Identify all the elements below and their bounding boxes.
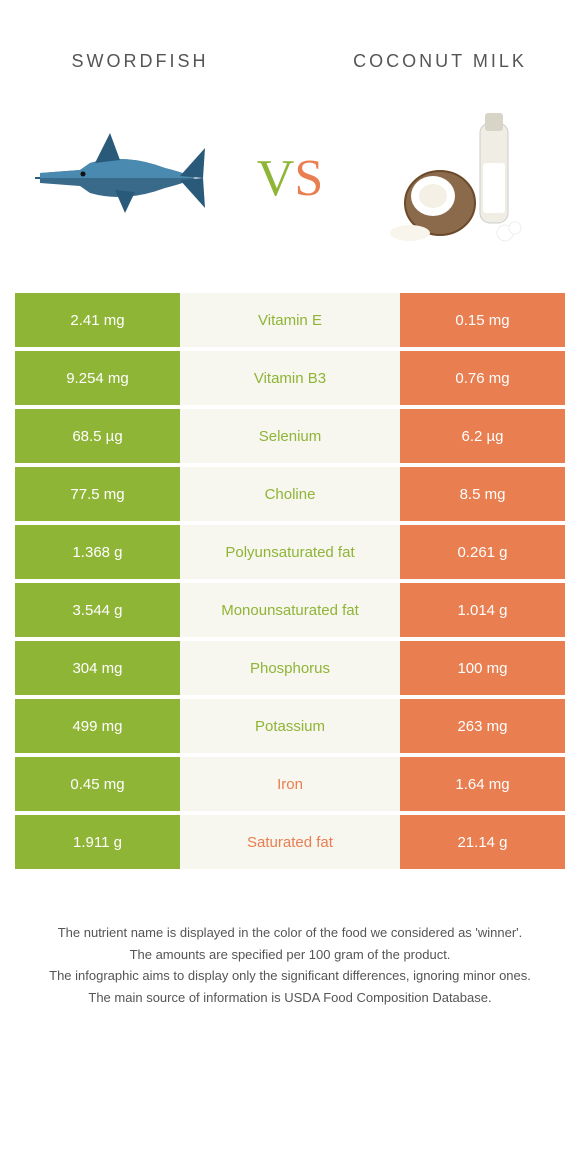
left-value-cell: 1.911 g <box>15 815 180 869</box>
table-row: 0.45 mgIron1.64 mg <box>15 757 565 811</box>
images-row: VS <box>0 93 580 263</box>
footer-line-1: The nutrient name is displayed in the co… <box>30 923 550 943</box>
swordfish-icon <box>35 128 205 228</box>
left-value-cell: 499 mg <box>15 699 180 753</box>
left-value-cell: 77.5 mg <box>15 467 180 521</box>
table-row: 3.544 gMonounsaturated fat1.014 g <box>15 583 565 637</box>
left-value-cell: 0.45 mg <box>15 757 180 811</box>
right-food-title: Coconut milk <box>340 50 540 73</box>
left-food-title: Swordfish <box>40 50 240 73</box>
left-value-cell: 9.254 mg <box>15 351 180 405</box>
table-row: 1.911 gSaturated fat21.14 g <box>15 815 565 869</box>
nutrient-label-cell: Polyunsaturated fat <box>180 525 400 579</box>
table-row: 77.5 mgCholine8.5 mg <box>15 467 565 521</box>
table-row: 2.41 mgVitamin E0.15 mg <box>15 293 565 347</box>
nutrient-label-cell: Monounsaturated fat <box>180 583 400 637</box>
nutrient-table: 2.41 mgVitamin E0.15 mg9.254 mgVitamin B… <box>0 293 580 869</box>
footer-line-4: The main source of information is USDA F… <box>30 988 550 1008</box>
right-value-cell: 8.5 mg <box>400 467 565 521</box>
coconut-image <box>370 103 550 253</box>
right-value-cell: 0.261 g <box>400 525 565 579</box>
table-row: 1.368 gPolyunsaturated fat0.261 g <box>15 525 565 579</box>
table-row: 9.254 mgVitamin B30.76 mg <box>15 351 565 405</box>
nutrient-label-cell: Phosphorus <box>180 641 400 695</box>
vs-label: VS <box>257 149 323 208</box>
right-value-cell: 6.2 µg <box>400 409 565 463</box>
left-value-cell: 304 mg <box>15 641 180 695</box>
table-row: 304 mgPhosphorus100 mg <box>15 641 565 695</box>
nutrient-label-cell: Vitamin E <box>180 293 400 347</box>
nutrient-label-cell: Iron <box>180 757 400 811</box>
vs-s-letter: S <box>294 150 323 207</box>
table-row: 499 mgPotassium263 mg <box>15 699 565 753</box>
footer-line-3: The infographic aims to display only the… <box>30 966 550 986</box>
footer-notes: The nutrient name is displayed in the co… <box>0 873 580 1007</box>
right-value-cell: 100 mg <box>400 641 565 695</box>
left-value-cell: 3.544 g <box>15 583 180 637</box>
nutrient-label-cell: Vitamin B3 <box>180 351 400 405</box>
header: Swordfish Coconut milk <box>0 0 580 93</box>
right-value-cell: 1.014 g <box>400 583 565 637</box>
vs-v-letter: V <box>257 150 295 207</box>
coconut-milk-icon <box>385 108 535 248</box>
swordfish-image <box>30 103 210 253</box>
right-value-cell: 1.64 mg <box>400 757 565 811</box>
right-value-cell: 0.76 mg <box>400 351 565 405</box>
nutrient-label-cell: Selenium <box>180 409 400 463</box>
nutrient-label-cell: Potassium <box>180 699 400 753</box>
table-row: 68.5 µgSelenium6.2 µg <box>15 409 565 463</box>
right-value-cell: 263 mg <box>400 699 565 753</box>
left-value-cell: 1.368 g <box>15 525 180 579</box>
nutrient-label-cell: Choline <box>180 467 400 521</box>
footer-line-2: The amounts are specified per 100 gram o… <box>30 945 550 965</box>
right-value-cell: 21.14 g <box>400 815 565 869</box>
right-value-cell: 0.15 mg <box>400 293 565 347</box>
left-value-cell: 2.41 mg <box>15 293 180 347</box>
nutrient-label-cell: Saturated fat <box>180 815 400 869</box>
left-value-cell: 68.5 µg <box>15 409 180 463</box>
